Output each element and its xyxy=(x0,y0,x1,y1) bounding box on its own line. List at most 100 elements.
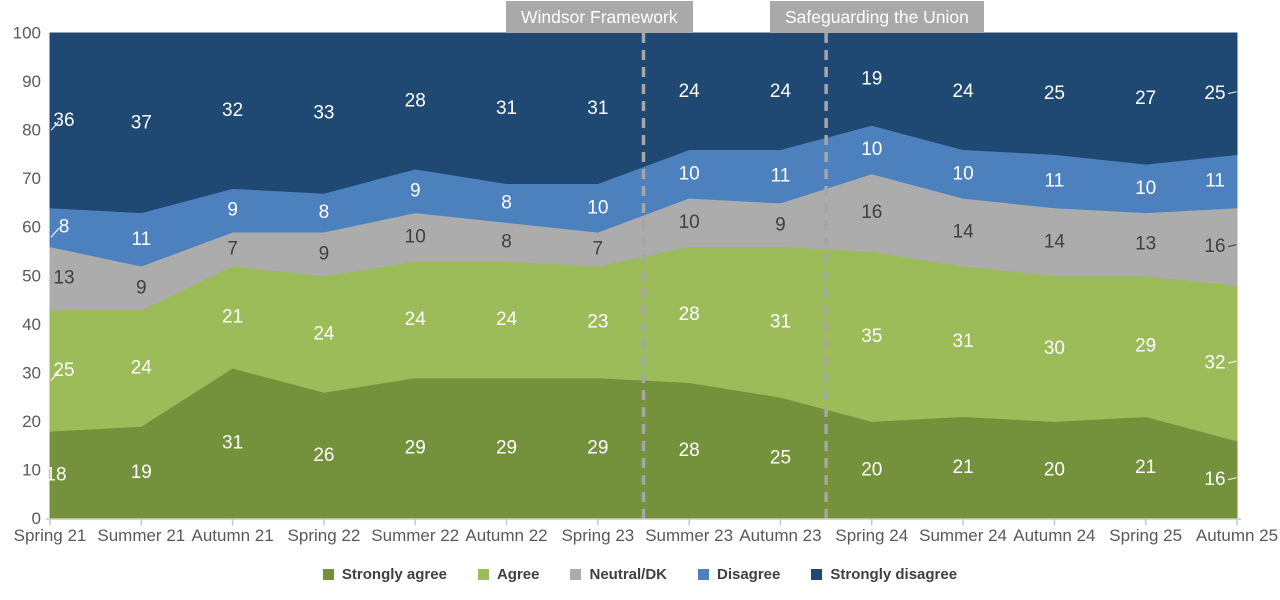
data-label-neutral-dk: 16 xyxy=(861,202,882,223)
data-label-neutral-dk: 8 xyxy=(501,231,512,252)
legend-item-disagree: Disagree xyxy=(698,566,780,583)
data-label-disagree: 10 xyxy=(1135,178,1156,199)
data-label-agree: 32 xyxy=(1204,353,1225,374)
data-label-neutral-dk: 13 xyxy=(53,268,74,289)
data-label-disagree: 8 xyxy=(501,192,512,213)
data-label-strongly-agree: 25 xyxy=(770,447,791,468)
data-label-neutral-dk: 14 xyxy=(1044,231,1066,252)
data-label-strongly-disagree: 37 xyxy=(131,112,152,133)
legend-label: Strongly disagree xyxy=(830,566,958,583)
data-label-agree: 30 xyxy=(1044,338,1065,359)
data-label-strongly-disagree: 24 xyxy=(770,81,792,102)
label-leader-line xyxy=(1227,91,1237,95)
x-axis-label: Summer 24 xyxy=(919,526,1007,545)
data-label-strongly-agree: 20 xyxy=(861,459,882,480)
data-label-disagree: 11 xyxy=(1205,171,1225,192)
data-label-strongly-disagree: 28 xyxy=(405,90,426,111)
data-label-agree: 24 xyxy=(131,357,153,378)
data-label-strongly-agree: 21 xyxy=(953,457,974,478)
y-axis-label: 90 xyxy=(22,72,41,91)
legend-swatch-icon xyxy=(570,569,582,580)
legend-item-neutral-dk: Neutral/DK xyxy=(570,566,667,583)
data-label-neutral-dk: 9 xyxy=(775,214,786,235)
data-label-agree: 29 xyxy=(1135,336,1156,357)
data-label-strongly-agree: 28 xyxy=(679,440,700,461)
legend-item-strongly-disagree: Strongly disagree xyxy=(811,566,957,583)
data-label-agree: 31 xyxy=(953,331,974,352)
y-axis-label: 10 xyxy=(22,460,41,479)
data-label-agree: 24 xyxy=(313,324,335,345)
data-label-disagree: 11 xyxy=(771,166,791,187)
data-label-strongly-disagree: 36 xyxy=(53,110,74,131)
data-label-agree: 24 xyxy=(405,309,427,330)
data-label-strongly-agree: 21 xyxy=(1135,457,1156,478)
label-leader-line xyxy=(50,120,60,131)
data-label-agree: 24 xyxy=(496,309,518,330)
chart-legend: Strongly agree Agree Neutral/DK Disagree Str… xyxy=(0,566,1280,583)
label-leader-line xyxy=(1227,244,1237,248)
data-label-neutral-dk: 9 xyxy=(136,277,147,298)
label-leader-line xyxy=(1227,477,1237,481)
data-label-strongly-agree: 29 xyxy=(405,438,426,459)
annotation-windsor-framework: Windsor Framework xyxy=(506,1,693,33)
y-axis-label: 40 xyxy=(22,315,41,334)
y-axis-label: 0 xyxy=(32,509,41,528)
data-label-disagree: 11 xyxy=(131,229,151,250)
data-label-neutral-dk: 13 xyxy=(1135,234,1156,255)
x-axis-label: Spring 22 xyxy=(288,526,361,545)
data-label-disagree: 10 xyxy=(679,163,700,184)
data-label-strongly-disagree: 24 xyxy=(953,81,975,102)
x-axis-label: Autumn 22 xyxy=(465,526,547,545)
data-label-disagree: 11 xyxy=(1045,171,1065,192)
x-axis-label: Spring 24 xyxy=(835,526,908,545)
data-label-strongly-agree: 26 xyxy=(313,445,334,466)
data-label-strongly-agree: 16 xyxy=(1204,469,1225,490)
data-label-strongly-disagree: 33 xyxy=(313,103,334,124)
data-label-strongly-disagree: 27 xyxy=(1135,88,1156,109)
data-label-strongly-disagree: 31 xyxy=(496,98,517,119)
y-axis-label: 50 xyxy=(22,266,41,285)
x-axis-label: Summer 22 xyxy=(371,526,459,545)
data-label-strongly-agree: 31 xyxy=(222,433,243,454)
legend-swatch-icon xyxy=(698,569,709,580)
data-label-strongly-agree: 29 xyxy=(496,438,517,459)
data-label-disagree: 10 xyxy=(587,197,608,218)
data-label-agree: 35 xyxy=(861,326,882,347)
y-axis-label: 70 xyxy=(22,169,41,188)
data-label-agree: 25 xyxy=(53,360,74,381)
legend-label: Agree xyxy=(496,566,540,583)
data-label-neutral-dk: 10 xyxy=(405,226,426,247)
data-label-disagree: 9 xyxy=(410,180,421,201)
data-label-strongly-disagree: 24 xyxy=(679,81,701,102)
label-leader-line xyxy=(1227,360,1237,364)
data-label-disagree: 9 xyxy=(227,200,238,221)
data-label-disagree: 8 xyxy=(59,217,70,238)
y-axis-label: 20 xyxy=(22,412,41,431)
x-axis-label: Autumn 24 xyxy=(1013,526,1095,545)
data-label-neutral-dk: 14 xyxy=(953,222,975,243)
data-label-strongly-disagree: 19 xyxy=(861,69,882,90)
legend-item-agree: Agree xyxy=(477,566,540,583)
legend-label: Neutral/DK xyxy=(589,566,667,583)
x-axis-label: Summer 23 xyxy=(645,526,733,545)
legend-label: Strongly agree xyxy=(341,566,447,583)
x-axis-label: Autumn 23 xyxy=(739,526,821,545)
label-leader-line xyxy=(50,227,60,238)
data-label-strongly-disagree: 31 xyxy=(587,98,608,119)
x-axis-label: Autumn 25 xyxy=(1196,526,1278,545)
data-label-disagree: 10 xyxy=(953,163,974,184)
x-axis-label: Spring 21 xyxy=(14,526,87,545)
data-label-strongly-disagree: 32 xyxy=(222,100,243,121)
legend-label: Disagree xyxy=(717,566,781,583)
data-label-neutral-dk: 9 xyxy=(319,243,330,264)
data-label-strongly-disagree: 25 xyxy=(1204,83,1225,104)
legend-item-strongly-agree: Strongly agree xyxy=(322,566,447,583)
y-axis-label: 30 xyxy=(22,363,41,382)
legend-swatch-icon xyxy=(322,569,334,580)
data-label-agree: 21 xyxy=(222,307,243,328)
legend-swatch-icon xyxy=(811,569,823,580)
data-label-neutral-dk: 7 xyxy=(593,239,604,260)
y-axis-label: 100 xyxy=(13,24,41,43)
